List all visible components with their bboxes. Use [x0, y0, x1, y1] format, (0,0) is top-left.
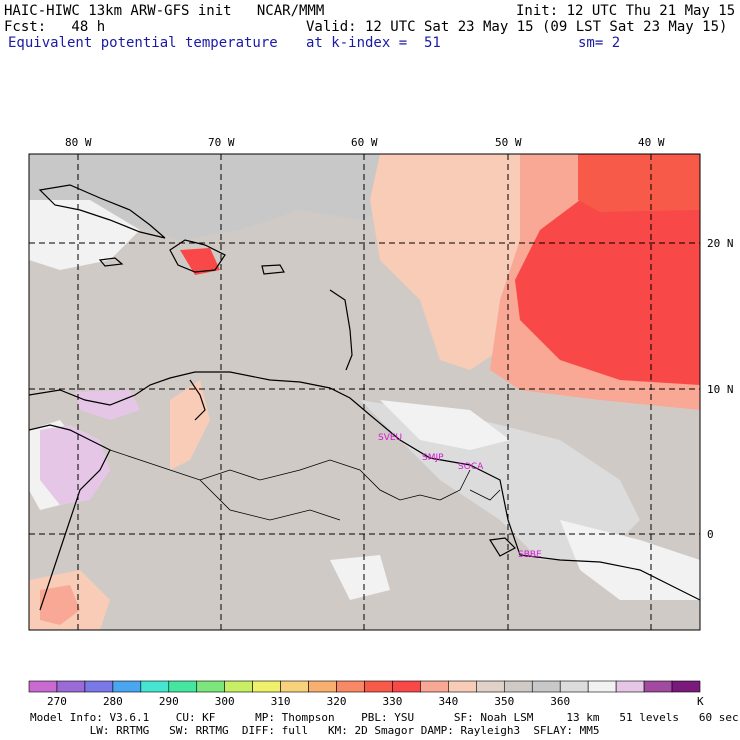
- border-brazil-north: [199, 479, 341, 521]
- coastlines: [28, 184, 701, 611]
- border-suriname: [439, 469, 471, 501]
- theta-e-field: [29, 154, 700, 630]
- coast-south-america-north: [28, 371, 701, 601]
- colorbar-swatch: [392, 680, 421, 693]
- colorbar-tick-label: 310: [271, 695, 291, 708]
- coast-cuba: [38, 184, 166, 239]
- field-white-amazon: [330, 555, 390, 600]
- colorbar-swatch: [280, 680, 309, 693]
- field-white-southeast: [560, 520, 700, 600]
- colorbar-swatch: [671, 680, 701, 693]
- colorbar-swatch: [531, 680, 561, 693]
- border-colombia-venezuela: [109, 449, 361, 481]
- colorbar-swatch: [643, 680, 673, 693]
- colorbar-swatch: [196, 680, 226, 693]
- colorbar-tick-label: 360: [550, 695, 570, 708]
- level-index: at k-index = 51: [306, 35, 441, 51]
- lon-label: 80 W: [65, 136, 92, 149]
- colorbar-swatch: [587, 680, 617, 693]
- field-gray-north: [29, 154, 420, 240]
- colorbar: [28, 680, 701, 693]
- colorbar-swatch: [420, 680, 449, 693]
- field-white-caribbean: [29, 200, 140, 270]
- colorbar-tick-label: 270: [47, 695, 67, 708]
- colorbar-swatch: [503, 680, 533, 693]
- lat-label: 10 N: [707, 383, 734, 396]
- coast-jamaica: [98, 257, 124, 267]
- field-red-core: [515, 154, 700, 385]
- colorbar-swatch: [336, 680, 365, 693]
- colorbar-ticks: 270 280 290 300 310 320 330 340 350 360: [47, 695, 570, 708]
- model-info-line2: LW: RRTMG SW: RRTMG DIFF: full KM: 2D Sm…: [30, 724, 600, 737]
- station-label: SMJP: [422, 453, 444, 463]
- field-salmon-andes-core: [40, 585, 80, 625]
- colorbar-swatch: [28, 680, 58, 693]
- field-purple-pacific: [40, 425, 110, 505]
- field-red-north: [578, 154, 700, 212]
- coast-hispaniola: [169, 239, 226, 273]
- model-title: HAIC-HIWC 13km ARW-GFS init NCAR/MMM: [4, 3, 325, 19]
- colorbar-swatch: [168, 680, 198, 693]
- lat-label: 20 N: [707, 237, 734, 250]
- colorbar-tick-label: 280: [103, 695, 123, 708]
- colorbar-swatch: [140, 680, 170, 693]
- colorbar-swatch: [224, 680, 253, 693]
- colorbar-units: K: [697, 695, 704, 708]
- smoothing-factor: sm= 2: [578, 35, 621, 51]
- station-label: SBBE: [518, 550, 542, 560]
- colorbar-swatch: [308, 680, 337, 693]
- colorbar-tick-label: 320: [327, 695, 347, 708]
- border-guyana: [359, 469, 441, 501]
- border-french-guiana: [469, 489, 501, 501]
- field-red-hispaniola: [180, 248, 220, 275]
- field-salmon-colombia: [170, 380, 210, 470]
- colorbar-swatch: [364, 680, 393, 693]
- coast-marajo: [488, 537, 516, 557]
- colorbar-swatch: [559, 680, 589, 693]
- coast-lesser-antilles: [329, 289, 353, 371]
- colorbar-tick-label: 340: [438, 695, 458, 708]
- field-white-guiana: [380, 400, 510, 450]
- colorbar-tick-label: 300: [215, 695, 235, 708]
- colorbar-swatch: [84, 680, 114, 693]
- colorbar-swatch: [252, 680, 281, 693]
- lon-label: 50 W: [495, 136, 522, 149]
- coast-lake-maracaibo: [189, 379, 206, 421]
- colorbar-swatch: [615, 680, 645, 693]
- lat-lon-grid: [29, 154, 700, 630]
- model-info-line1: Model Info: V3.6.1 CU: KF MP: Thompson P…: [30, 711, 739, 724]
- field-name: Equivalent potential temperature: [8, 35, 278, 51]
- borders: [109, 449, 501, 521]
- colorbar-swatch: [448, 680, 477, 693]
- colorbar-tick-label: 350: [494, 695, 514, 708]
- colorbar-swatch: [112, 680, 142, 693]
- colorbar-tick-label: 330: [383, 695, 403, 708]
- station-label: SVEU: [378, 433, 402, 443]
- colorbar-swatch: [476, 680, 505, 693]
- init-time: Init: 12 UTC Thu 21 May 15: [516, 3, 736, 19]
- coast-south-america-west: [28, 424, 111, 611]
- lat-label: 0: [707, 528, 714, 541]
- colorbar-swatch: [56, 680, 86, 693]
- lon-label: 60 W: [351, 136, 378, 149]
- coast-puerto-rico: [261, 264, 285, 275]
- valid-time: Valid: 12 UTC Sat 23 May 15 (09 LST Sat …: [306, 19, 728, 35]
- forecast-hour: Fcst: 48 h: [4, 19, 106, 35]
- lon-label: 70 W: [208, 136, 235, 149]
- colorbar-tick-label: 290: [159, 695, 179, 708]
- lon-label: 40 W: [638, 136, 665, 149]
- station-label: SOCA: [458, 462, 484, 472]
